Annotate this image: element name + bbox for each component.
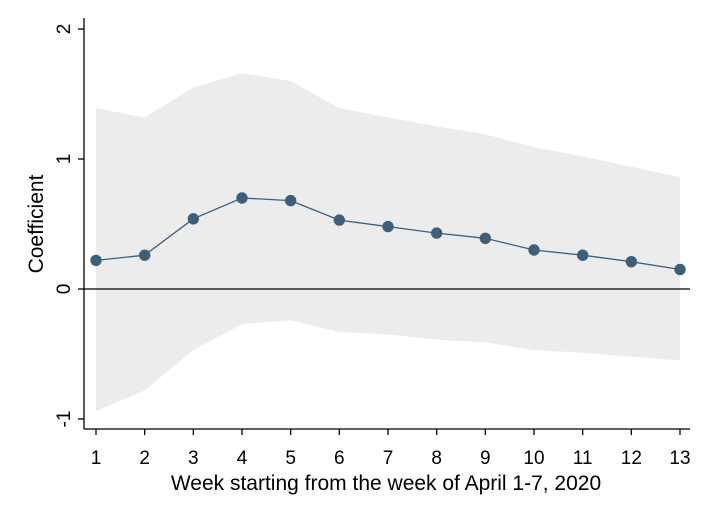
x-tick-label: 13: [669, 448, 690, 469]
data-point: [576, 249, 589, 261]
axes-layer: [78, 18, 690, 435]
y-tick-label: 0: [54, 284, 75, 295]
y-tick-label: 1: [54, 154, 75, 165]
data-point: [236, 192, 248, 204]
x-tick-label: 4: [237, 448, 248, 469]
confidence-band: [96, 73, 680, 412]
x-tick-label: 5: [285, 448, 296, 469]
x-tick-label: 9: [480, 448, 491, 469]
x-tick-label: 11: [573, 448, 593, 469]
x-tick-label: 7: [383, 448, 394, 469]
x-tick-label: 1: [91, 448, 102, 469]
data-point: [430, 227, 443, 239]
x-tick-label: 8: [431, 448, 442, 469]
data-point: [625, 256, 638, 268]
data-point: [90, 254, 102, 267]
data-point: [284, 194, 297, 207]
data-point: [187, 213, 200, 225]
y-axis-title: Coefficient: [25, 174, 48, 273]
data-point: [674, 263, 686, 276]
y-tick-label: -1: [54, 411, 75, 428]
x-tick-label: 3: [188, 448, 199, 469]
x-tick-label: 10: [523, 448, 544, 469]
x-axis-title: Week starting from the week of April 1-7…: [171, 472, 601, 495]
data-point: [528, 244, 540, 256]
data-point: [333, 214, 346, 226]
x-tick-label: 12: [621, 448, 642, 469]
x-tick-label: 6: [334, 448, 345, 469]
confidence-band-layer: [96, 73, 680, 412]
series-marker-layer: [90, 192, 686, 276]
data-point: [382, 220, 394, 233]
y-tick-label: 2: [54, 24, 75, 35]
data-point: [138, 249, 151, 261]
data-point: [479, 232, 492, 245]
x-tick-label: 2: [139, 448, 150, 469]
